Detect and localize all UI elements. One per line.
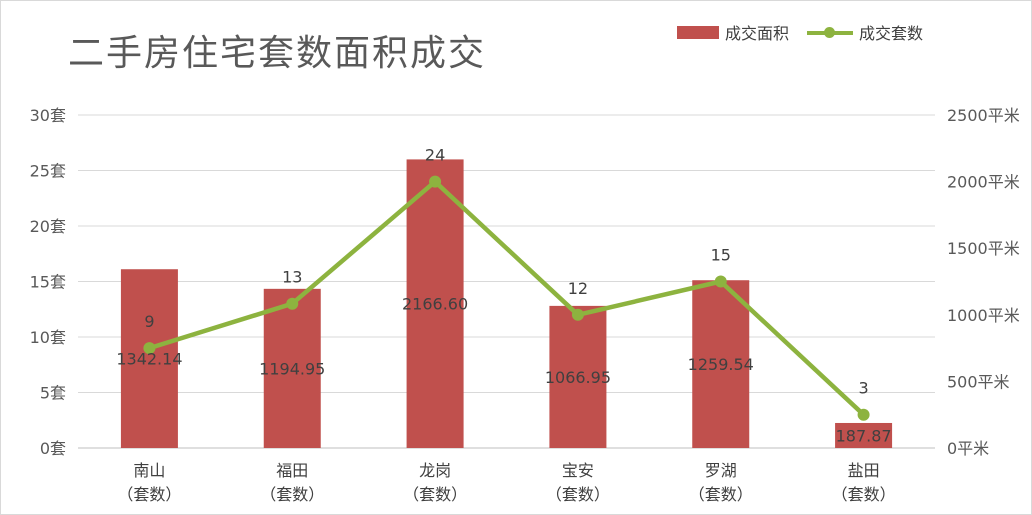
line-point	[286, 297, 299, 310]
legend: 成交面积 成交套数	[677, 20, 923, 44]
line-data-label: 13	[282, 268, 302, 287]
y-left-tick-label: 10套	[30, 328, 66, 347]
line-point	[571, 308, 584, 321]
legend-bar-swatch	[677, 25, 719, 39]
y-left-tick-label: 25套	[30, 162, 66, 181]
bar	[120, 269, 178, 448]
bar	[549, 305, 607, 448]
bar	[835, 422, 893, 448]
bar-data-label: 1342.14	[116, 350, 182, 369]
bar-data-label: 187.87	[836, 426, 892, 445]
chart-title: 二手房住宅套数面积成交	[68, 33, 487, 74]
y-right-tick-label: 500平米	[947, 372, 1010, 391]
bar-data-label: 1259.54	[688, 355, 754, 374]
line-data-label: 24	[425, 146, 445, 165]
y-left-tick-label: 20套	[30, 217, 66, 236]
line-data-label: 15	[711, 246, 731, 265]
y-left-tick-label: 5套	[40, 384, 66, 403]
bar	[692, 280, 750, 448]
bar	[263, 288, 321, 448]
bar-data-label: 1066.95	[545, 368, 611, 387]
line-data-label: 9	[144, 312, 154, 331]
line-point	[143, 342, 156, 355]
line-point	[429, 175, 442, 188]
line-point	[714, 275, 727, 288]
x-category-label: 龙岗	[419, 461, 451, 480]
y-right-tick-label: 0平米	[947, 439, 989, 458]
y-right-tick-label: 1500平米	[947, 239, 1020, 258]
legend-line-label: 成交套数	[859, 24, 924, 43]
x-category-label: 罗湖	[705, 461, 737, 480]
bar	[406, 159, 464, 448]
line-data-label: 3	[858, 379, 868, 398]
line-data-label: 12	[568, 279, 588, 298]
bar-data-label: 1194.95	[259, 359, 325, 378]
y-left-tick-label: 15套	[30, 273, 66, 292]
x-category-label: （套数）	[260, 485, 324, 504]
x-category-label: （套数）	[117, 485, 181, 504]
x-category-label: （套数）	[832, 485, 896, 504]
x-category-label: （套数）	[546, 485, 610, 504]
legend-line-swatch	[807, 26, 854, 39]
x-category-label: 福田	[276, 461, 308, 480]
y-right-tick-label: 2000平米	[947, 173, 1020, 192]
bar-data-label: 2166.60	[402, 295, 468, 314]
x-category-label: 宝安	[562, 461, 594, 480]
y-right-tick-label: 2500平米	[947, 106, 1020, 125]
y-left-tick-label: 0套	[40, 439, 66, 458]
line-point	[857, 408, 870, 421]
x-category-label: 南山	[133, 461, 165, 480]
x-category-label: 盐田	[848, 461, 880, 480]
x-category-label: （套数）	[689, 485, 753, 504]
line-series	[148, 179, 866, 417]
y-left-tick-label: 30套	[30, 106, 66, 125]
legend-bar-label: 成交面积	[725, 24, 790, 43]
x-category-label: （套数）	[403, 485, 467, 504]
y-right-tick-label: 1000平米	[947, 306, 1020, 325]
